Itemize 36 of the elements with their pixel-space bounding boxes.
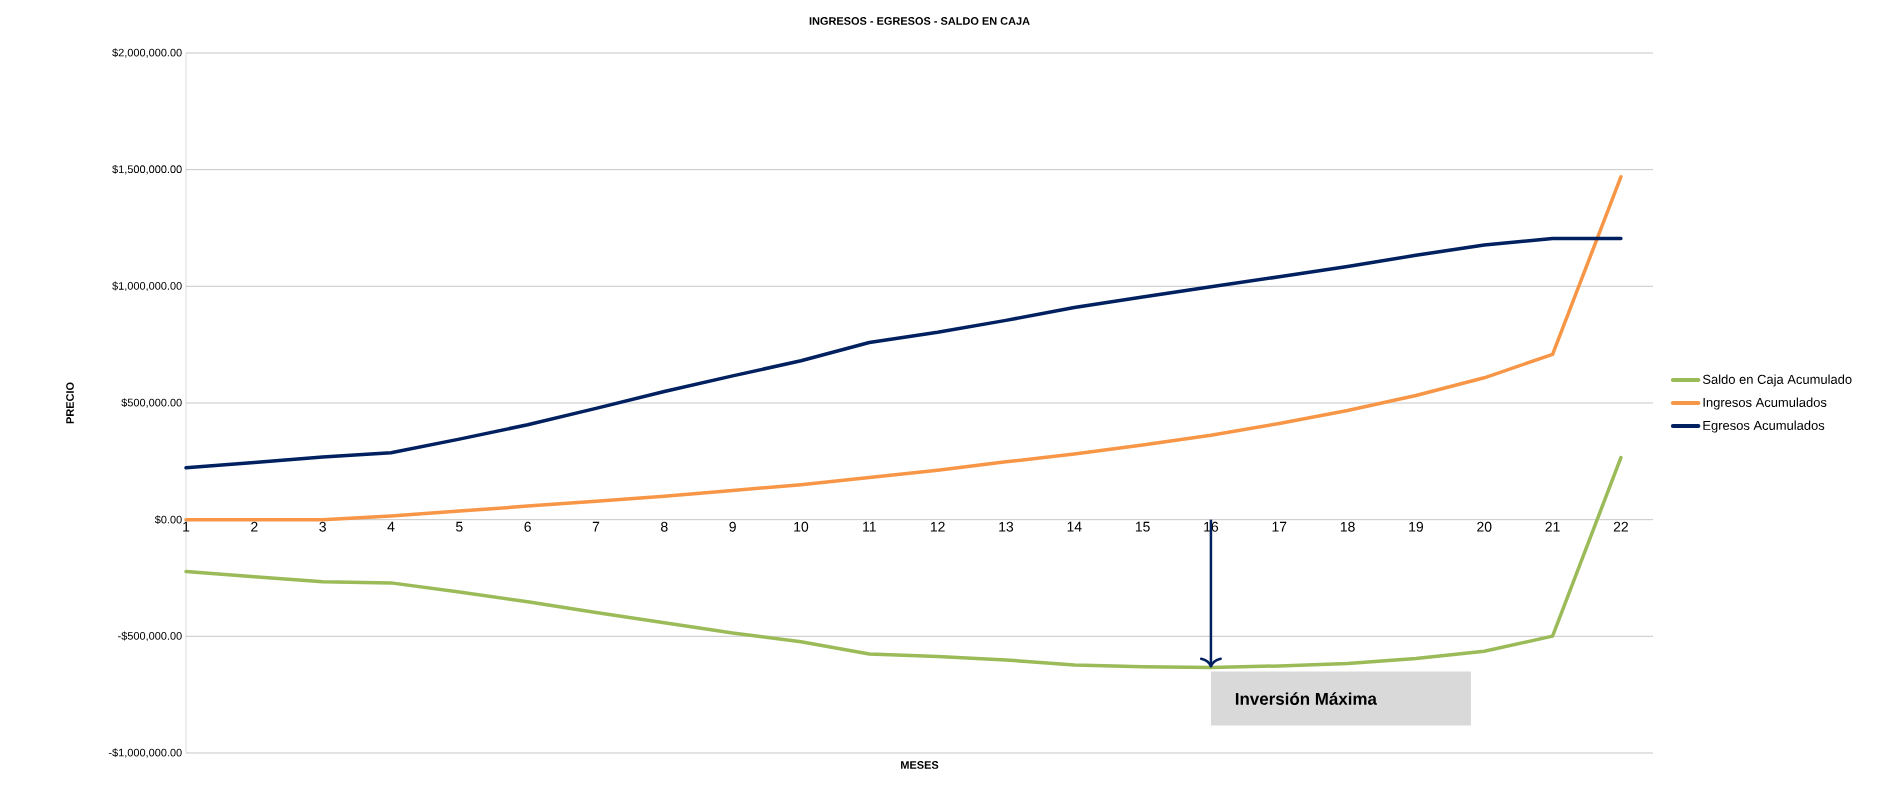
x-tick-label: 2	[251, 521, 258, 532]
y-axis-title: PRECIO	[66, 382, 74, 424]
x-tick-label: 20	[1477, 521, 1492, 532]
x-tick-label: 22	[1613, 521, 1628, 532]
x-tick-label: 21	[1545, 521, 1560, 532]
x-tick-label: 13	[999, 521, 1014, 532]
x-tick-label: 12	[930, 521, 945, 532]
x-tick-label: 8	[661, 521, 668, 532]
y-tick-label: -$1,000,000.00	[108, 748, 182, 758]
x-tick-label: 1	[183, 521, 190, 532]
y-tick-label: $0.00	[154, 515, 182, 525]
x-tick-label: 7	[592, 521, 600, 532]
y-tick-label: $1,000,000.00	[112, 281, 182, 292]
x-axis-title: MESES	[901, 761, 939, 769]
legend-label: Saldo en Caja Acumulado	[1702, 374, 1852, 387]
annotation: Inversión Máxima	[1235, 692, 1378, 705]
x-tick-label: 6	[524, 521, 531, 532]
x-tick-label: 5	[456, 521, 463, 532]
x-tick-label: 18	[1340, 521, 1355, 532]
x-tick-label: 14	[1067, 521, 1082, 532]
line-series	[184, 236, 1623, 470]
x-tick-label: 17	[1272, 521, 1287, 532]
x-tick-label: 11	[863, 521, 876, 532]
legend-label: Ingresos Acumulados	[1703, 397, 1827, 410]
x-tick-label: 9	[729, 521, 736, 532]
x-tick-label: 4	[387, 521, 395, 532]
x-tick-label: 15	[1135, 521, 1150, 532]
y-tick-label: $2,000,000.00	[112, 48, 182, 58]
y-tick-label: $500,000.00	[121, 398, 182, 408]
y-tick-label: $1,500,000.00	[112, 164, 182, 175]
x-tick-label: 19	[1409, 521, 1424, 532]
y-tick-label: -$500,000.00	[118, 631, 182, 642]
x-tick-label: 3	[319, 521, 326, 532]
x-tick-label: 10	[794, 521, 809, 532]
chart-title: INGRESOS - EGRESOS - SALDO EN CAJA	[809, 17, 1030, 25]
legend-label: Egresos Acumulados	[1703, 420, 1825, 433]
